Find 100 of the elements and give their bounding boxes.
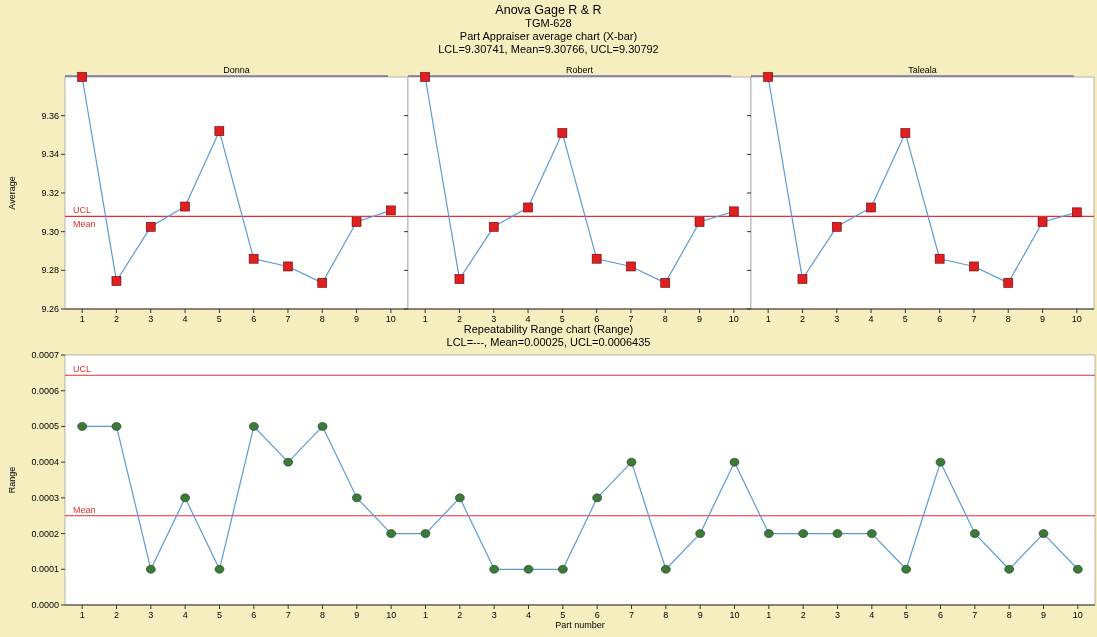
chart-subtitle: LCL=---, Mean=0.00025, UCL=0.0006435: [446, 336, 651, 348]
x-tick-label: 8: [319, 610, 326, 620]
y-tick-label: 9.30: [41, 226, 59, 237]
text: LCL=9.30741, Mean=9.30766, UCL=9.30792: [438, 43, 659, 55]
point: [214, 564, 225, 574]
point: [935, 457, 946, 467]
x-tick-label: 1: [765, 314, 771, 324]
point: [317, 278, 328, 288]
point: [867, 529, 877, 538]
x-tick-label: 4: [525, 610, 532, 620]
point: [180, 201, 190, 212]
x-tick-label: 5: [216, 314, 222, 324]
point: [420, 72, 430, 82]
x-tick-label: 5: [559, 314, 565, 324]
y-tick-label: 9.36: [41, 110, 59, 121]
x-tick-label: 5: [903, 610, 909, 620]
point: [901, 564, 911, 574]
chart-title: Repeatability Range chart (Range): [463, 323, 634, 335]
point: [694, 217, 705, 227]
x-tick-label: 9: [354, 314, 360, 324]
y-tick-label: 9.32: [41, 188, 59, 198]
x-tick-label: 5: [560, 610, 566, 620]
point: [591, 253, 602, 264]
y-tick-label: 9.34: [41, 149, 59, 160]
y-tick-label: 0.0001: [31, 564, 59, 575]
x-tick-label: 6: [251, 610, 257, 620]
x-tick-label: 3: [834, 610, 841, 620]
point: [798, 529, 808, 538]
x-tick-label: 8: [1005, 314, 1011, 324]
point: [488, 222, 499, 232]
x-tick-label: 4: [182, 314, 188, 324]
x-tick-label: 5: [216, 610, 223, 620]
point: [146, 564, 156, 574]
point: [558, 564, 568, 574]
y-tick-label: 0.0006: [31, 385, 59, 396]
point: [695, 529, 705, 538]
x-tick-label: 1: [79, 314, 85, 324]
text: TGM-628: [525, 17, 572, 29]
point: [797, 274, 808, 284]
y-tick-label: 0.0005: [31, 421, 59, 432]
point: [763, 72, 773, 82]
x-tick-label: 7: [971, 314, 977, 324]
x-tick-label: 9: [354, 610, 360, 620]
point: [111, 422, 122, 431]
point: [969, 261, 979, 272]
y-axis-title: Range: [7, 466, 17, 494]
point: [832, 529, 843, 538]
point: [248, 253, 259, 264]
x-tick-label: 4: [182, 610, 188, 620]
x-tick-label: 1: [422, 610, 429, 620]
point: [900, 128, 911, 138]
y-tick-label: 0.0004: [31, 457, 59, 468]
x-tick-label: 7: [628, 314, 634, 324]
x-tick-label: 1: [79, 610, 85, 620]
chart-title: Donna: [223, 65, 250, 75]
point: [626, 457, 637, 467]
x-tick-label: 8: [319, 314, 325, 324]
point: [970, 529, 980, 538]
point: [454, 274, 465, 284]
point: [764, 529, 774, 538]
point: [214, 126, 225, 136]
point: [77, 422, 87, 431]
ref-line-label: UCL: [73, 364, 92, 375]
point: [831, 222, 842, 232]
x-tick-label: 6: [937, 314, 943, 324]
x-tick-label: 8: [663, 610, 669, 620]
point: [249, 422, 259, 431]
point: [523, 564, 534, 574]
point: [1037, 217, 1048, 227]
point: [626, 261, 636, 272]
point: [1073, 564, 1083, 574]
y-tick-label: 0.0002: [31, 528, 59, 539]
point: [489, 564, 499, 574]
y-tick-label: 9.26: [41, 304, 59, 314]
x-tick-label: 7: [972, 610, 978, 620]
x-tick-label: 10: [1071, 314, 1082, 324]
x-tick-label: 8: [1006, 610, 1012, 620]
x-tick-label: 4: [868, 314, 874, 324]
point: [1003, 278, 1014, 288]
ref-line-label: Mean: [73, 504, 96, 515]
y-tick-label: 0.0007: [31, 350, 59, 360]
point: [283, 457, 293, 467]
x-tick-label: 10: [729, 610, 740, 620]
point: [661, 564, 671, 574]
x-tick-label: 2: [456, 314, 462, 324]
x-tick-label: 9: [697, 610, 703, 620]
x-tick-label: 6: [937, 610, 944, 620]
x-tick-label: 2: [800, 610, 806, 620]
x-tick-label: 7: [628, 610, 635, 620]
annotation: Mean: [73, 218, 96, 229]
text: Anova Gage R & R: [495, 3, 602, 17]
x-tick-label: 1: [766, 610, 772, 620]
x-tick-label: 10: [386, 610, 397, 620]
x-axis-title: Part number: [555, 620, 605, 630]
x-tick-label: 6: [251, 314, 257, 324]
x-tick-label: 5: [902, 314, 908, 324]
point: [660, 278, 671, 288]
y-tick-label: 0.0000: [31, 600, 59, 610]
x-tick-label: 6: [594, 610, 600, 620]
point: [523, 202, 533, 213]
